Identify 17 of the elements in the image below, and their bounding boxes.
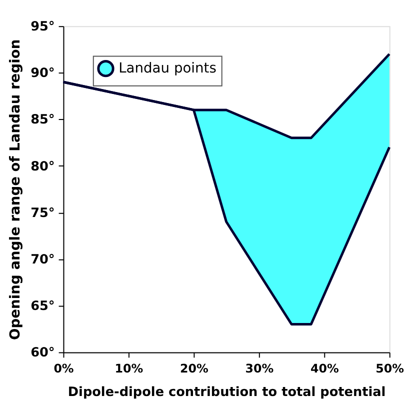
- x-tick-label: 10%: [114, 361, 144, 376]
- y-tick-label: 75°: [30, 206, 55, 221]
- y-tick-label: 85°: [30, 112, 55, 128]
- x-tick-label: 50%: [376, 361, 404, 376]
- y-tick-label: 60°: [30, 346, 55, 361]
- y-axis-title: Opening angle range of Landau region: [8, 39, 24, 340]
- legend-label: Landau points: [118, 60, 216, 77]
- x-tick-label: 0%: [54, 361, 74, 376]
- y-tick-label: 95°: [30, 20, 55, 35]
- y-tick-label: 70°: [30, 252, 55, 268]
- x-tick-label: 40%: [310, 361, 339, 376]
- x-axis-title: Dipole-dipole contribution to total potential: [68, 385, 386, 400]
- x-tick-label: 20%: [180, 361, 208, 376]
- y-tick-label: 80°: [30, 159, 55, 174]
- y-tick-label: 90°: [30, 66, 55, 82]
- y-tick-label: 65°: [30, 299, 55, 314]
- x-tick-label: 30%: [245, 361, 274, 376]
